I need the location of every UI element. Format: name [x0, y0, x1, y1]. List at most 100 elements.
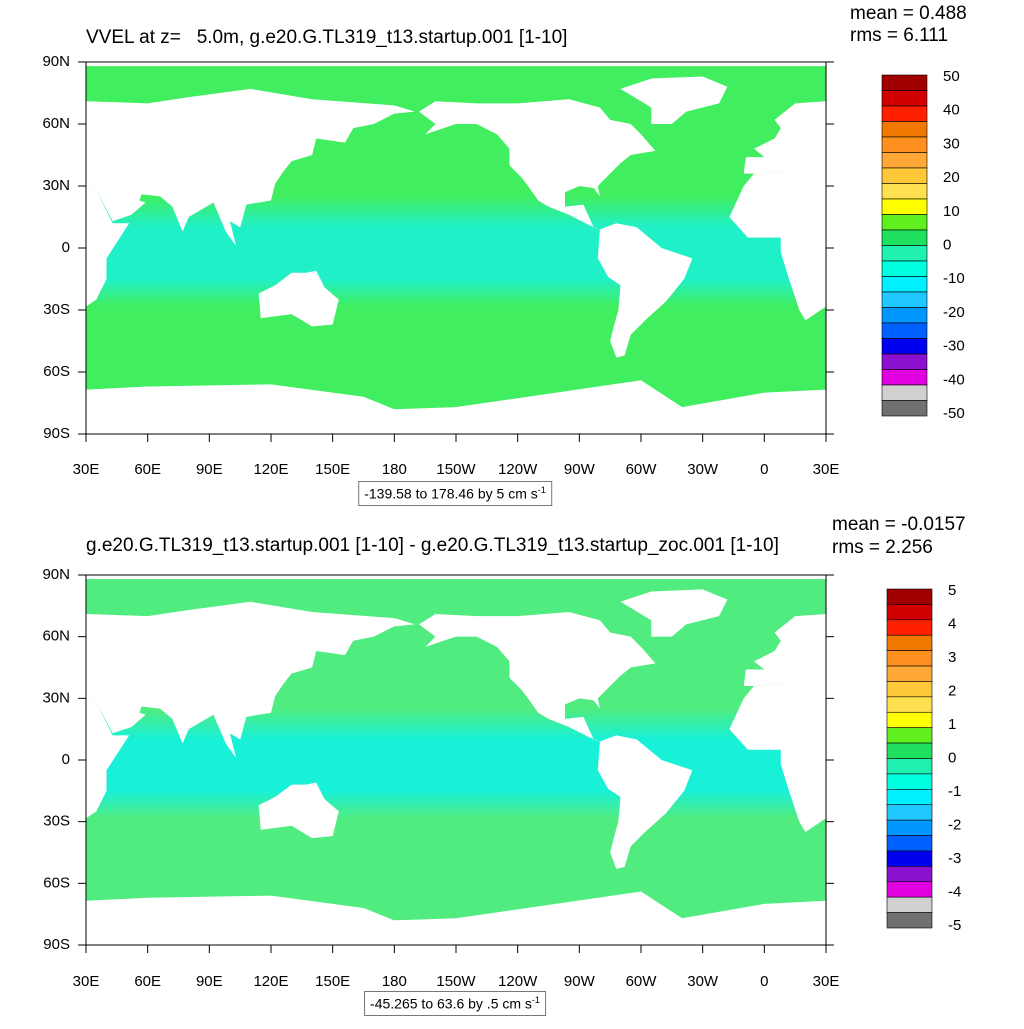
lon-label: 30E [73, 461, 100, 478]
map [86, 579, 826, 945]
lat-label: 0 [62, 239, 70, 256]
colorbar-box [881, 400, 928, 417]
land [597, 223, 693, 358]
land [620, 589, 728, 637]
lat-label: 90N [42, 566, 70, 583]
land [86, 695, 130, 819]
land [729, 171, 826, 321]
land [86, 182, 130, 307]
lat-label: 60S [43, 874, 70, 891]
lat-label: 30S [43, 301, 70, 318]
colorbar-box [886, 604, 933, 621]
colorbar-box [886, 773, 933, 790]
lat-label: 90S [43, 936, 70, 953]
lat-label: 30N [42, 177, 70, 194]
land [743, 101, 826, 184]
colorbar-label: 5 [948, 582, 956, 599]
range-exponent: -1 [531, 995, 540, 1005]
lat-label: 60S [43, 363, 70, 380]
land [86, 88, 395, 246]
colorbar-box [881, 369, 928, 386]
land [394, 891, 826, 945]
mean-label: mean = -0.0157 [832, 514, 966, 535]
colorbar-label: 40 [943, 102, 960, 119]
colorbar-label: -5 [948, 917, 961, 934]
colorbar-box [881, 291, 928, 308]
colorbar-box [881, 183, 928, 200]
land [999, 271, 1024, 327]
colorbar-box [886, 727, 933, 744]
colorbar-box [886, 912, 933, 929]
lon-label: 120E [253, 461, 288, 478]
land [394, 380, 826, 434]
colorbar-label: -10 [943, 270, 965, 287]
land [258, 270, 339, 327]
lon-label: 150E [315, 461, 350, 478]
colorbar-box [881, 121, 928, 138]
colorbar-box [886, 835, 933, 852]
colorbar-label: 20 [943, 169, 960, 186]
colorbar-label: -30 [943, 338, 965, 355]
lon-label: 120E [253, 973, 288, 990]
colorbar-box [881, 90, 928, 107]
land [394, 618, 415, 627]
colorbar-box [881, 214, 928, 231]
colorbar-label: 30 [943, 135, 960, 152]
colorbar-label: 1 [948, 716, 956, 733]
land [86, 601, 395, 758]
land [86, 384, 395, 434]
colorbar-box [881, 307, 928, 324]
colorbar-box [886, 819, 933, 836]
lon-label: 90W [564, 461, 596, 478]
lon-label: 180 [382, 461, 407, 478]
colorbar-box [886, 804, 933, 821]
colorbar-box [886, 696, 933, 713]
lon-label: 90W [564, 973, 596, 990]
colorbar-box [881, 105, 928, 122]
colorbar-label: -4 [948, 883, 961, 900]
lon-label: 30E [813, 461, 840, 478]
lon-label: 90E [196, 973, 223, 990]
land [597, 735, 693, 869]
colorbar-box [886, 681, 933, 698]
land [419, 99, 656, 232]
colorbar-box [886, 758, 933, 775]
lon-label: 60W [626, 461, 658, 478]
colorbar-label: -1 [948, 783, 961, 800]
colorbar-box [881, 167, 928, 184]
colorbar-box [886, 619, 933, 636]
range-text: -139.58 to 178.46 by 5 cm s [364, 485, 538, 502]
colorbar-box [886, 650, 933, 667]
colorbar-label: 2 [948, 682, 956, 699]
lat-label: 60N [42, 628, 70, 645]
land [86, 895, 395, 945]
colorbar-box [881, 260, 928, 277]
colorbar-label: 0 [948, 749, 956, 766]
colorbar-label: 4 [948, 615, 956, 632]
colorbar-box [886, 850, 933, 867]
colorbar-label: 50 [943, 68, 960, 85]
colorbar-box [886, 665, 933, 682]
colorbar-box [886, 711, 933, 728]
land [419, 612, 656, 744]
colorbar-box [886, 896, 933, 913]
colorbar-box [886, 634, 933, 651]
colorbar-box [886, 866, 933, 883]
range-box: -45.265 to 63.6 by .5 cm s-1 [364, 991, 546, 1016]
lon-label: 150W [436, 973, 476, 990]
lat-label: 90S [43, 425, 70, 442]
lon-label: 30W [687, 973, 719, 990]
lat-label: 30N [42, 689, 70, 706]
colorbar-box [881, 74, 928, 91]
colorbar-label: -3 [948, 850, 961, 867]
land [729, 683, 826, 832]
lon-label: 60W [626, 973, 658, 990]
lon-label: 30W [687, 461, 719, 478]
colorbar-box [881, 198, 928, 215]
colorbar-label: -20 [943, 304, 965, 321]
colorbar-box [881, 338, 928, 355]
colorbar-label: 10 [943, 203, 960, 220]
colorbar-box [886, 588, 933, 605]
colorbar-label: 0 [943, 236, 951, 253]
